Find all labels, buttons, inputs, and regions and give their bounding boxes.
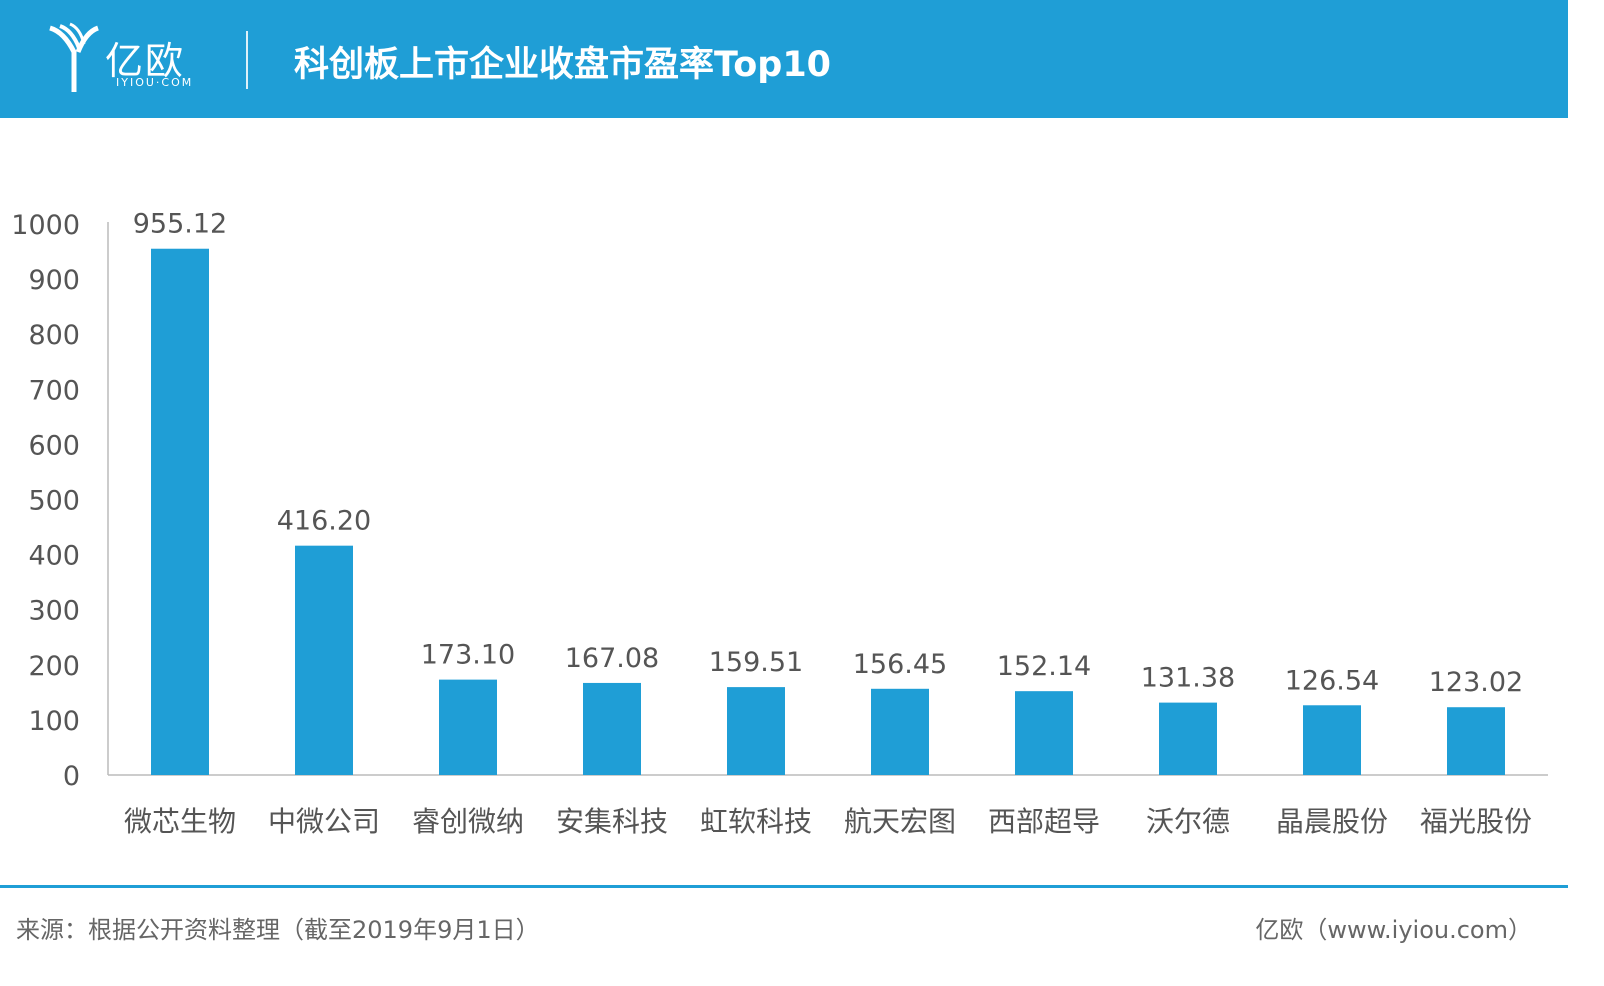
header-divider (246, 31, 248, 89)
category-label: 微芯生物 (124, 805, 236, 838)
bar-value-label: 152.14 (997, 651, 1091, 682)
y-tick-label: 600 (28, 430, 80, 461)
value-labels: 955.12 416.20 173.10 167.08 159.51 156.45 152.… (133, 209, 1523, 698)
footer-divider (0, 885, 1568, 888)
iyiou-logo-icon (49, 22, 99, 92)
bar-value-label: 159.51 (709, 647, 803, 678)
y-tick-label: 200 (28, 651, 80, 682)
y-tick-label: 100 (28, 706, 80, 737)
y-axis: 0 100 200 300 400 500 600 700 800 900 1000 (11, 210, 1548, 792)
bar (1015, 691, 1073, 775)
bar-value-label: 955.12 (133, 209, 227, 240)
category-label: 安集科技 (556, 805, 668, 838)
bars (151, 248, 1505, 775)
page-title: 科创板上市企业收盘市盈率Top10 (294, 45, 832, 85)
bar (1303, 705, 1361, 775)
category-labels: 微芯生物 中微公司 睿创微纳 安集科技 虹软科技 航天宏图 西部超导 沃尔德 晶晨股份 福光股份 (124, 805, 1532, 838)
bar (871, 688, 929, 775)
bar (1159, 702, 1217, 775)
bar (583, 682, 641, 775)
source-note: 来源：根据公开资料整理（截至2019年9月1日） (16, 916, 540, 944)
y-tick-label: 1000 (11, 210, 80, 241)
bar-value-label: 123.02 (1429, 667, 1523, 698)
bar-value-label: 416.20 (277, 506, 371, 537)
credit-note: 亿欧（www.iyiou.com） (1255, 916, 1532, 944)
category-label: 虹软科技 (700, 805, 812, 838)
category-label: 航天宏图 (844, 805, 956, 838)
y-tick-label: 500 (28, 486, 80, 517)
logo-text: 亿欧 (105, 39, 186, 83)
bar-value-label: 173.10 (421, 640, 515, 671)
bar (727, 687, 785, 775)
y-tick-label: 900 (28, 265, 80, 296)
bar-value-label: 167.08 (565, 643, 659, 674)
bar-chart: 0 100 200 300 400 500 600 700 800 900 1000 955.12 4… (11, 209, 1548, 838)
category-label: 福光股份 (1420, 805, 1532, 838)
header-banner: 亿欧 IYIOU·COM 科创板上市企业收盘市盈率Top10 (0, 0, 1568, 118)
category-label: 晶晨股份 (1276, 805, 1388, 838)
category-label: 睿创微纳 (412, 805, 524, 838)
bar-value-label: 156.45 (853, 649, 947, 680)
y-tick-label: 400 (28, 541, 80, 572)
y-tick-label: 700 (28, 375, 80, 406)
category-label: 中微公司 (268, 805, 380, 838)
bar-value-label: 131.38 (1141, 663, 1235, 694)
logo-subtext: IYIOU·COM (116, 76, 194, 89)
bar (1447, 707, 1505, 775)
bar (151, 248, 209, 775)
y-tick-label: 0 (63, 761, 80, 792)
category-label: 西部超导 (988, 805, 1100, 838)
y-tick-label: 300 (28, 596, 80, 627)
bar (439, 679, 497, 775)
bar-value-label: 126.54 (1285, 665, 1379, 696)
bar (295, 545, 353, 775)
category-label: 沃尔德 (1146, 805, 1230, 838)
y-tick-label: 800 (28, 320, 80, 351)
